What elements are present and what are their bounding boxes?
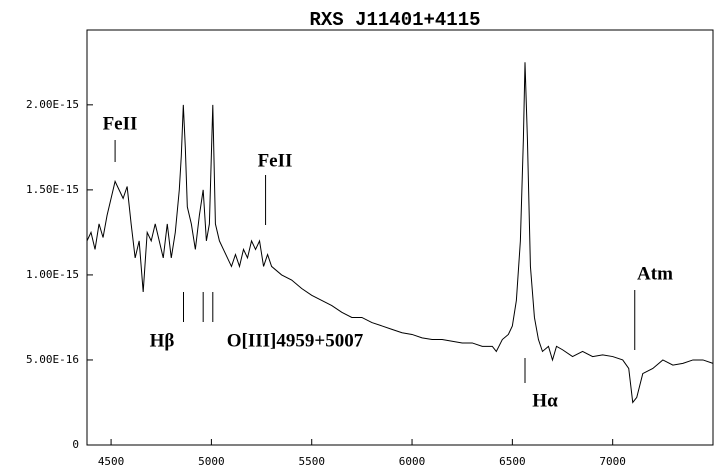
x-tick-label: 4500 xyxy=(98,455,125,468)
y-tick-label: 1.00E-15 xyxy=(26,268,79,281)
x-tick-label: 6500 xyxy=(499,455,526,468)
x-tick-label: 7000 xyxy=(599,455,626,468)
y-tick-label: 0 xyxy=(72,438,79,451)
spectrum-line xyxy=(86,62,714,404)
y-tick-label: 1.50E-15 xyxy=(26,183,79,196)
x-tick-label: 5000 xyxy=(198,455,225,468)
annotation-label: O[III]4959+5007 xyxy=(227,330,364,351)
y-tick-label: 2.00E-15 xyxy=(26,98,79,111)
annotation-label: FeII xyxy=(258,150,293,171)
chart-title: RXS J11401+4115 xyxy=(309,9,480,31)
annotation-label: Hβ xyxy=(150,330,175,351)
x-tick-label: 6000 xyxy=(399,455,426,468)
plot-frame xyxy=(86,29,714,446)
annotation-label: Atm xyxy=(637,263,673,284)
annotation-label: Hα xyxy=(532,390,558,411)
annotation-label: FeII xyxy=(103,113,138,134)
x-tick-label: 5500 xyxy=(298,455,325,468)
y-tick-label: 5.00E-16 xyxy=(26,353,79,366)
